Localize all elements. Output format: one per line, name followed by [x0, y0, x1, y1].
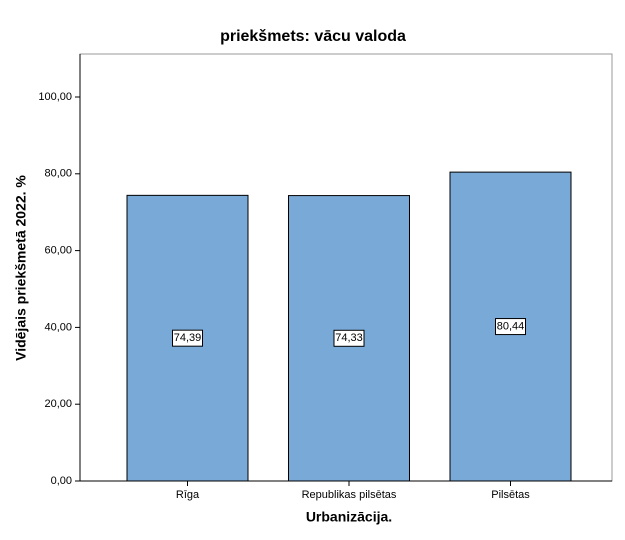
x-tick-label: Rīga: [176, 489, 200, 501]
y-tick-label: 100,00: [38, 91, 72, 103]
y-tick-label: 20,00: [44, 398, 72, 410]
x-tick-label: Pilsētas: [491, 489, 530, 501]
y-tick-label: 80,00: [44, 168, 72, 180]
value-label: 80,44: [497, 320, 525, 332]
chart-title: priekšmets: vācu valoda: [220, 28, 406, 45]
value-label: 74,33: [335, 332, 363, 344]
x-axis-title: Urbanizācija.: [306, 509, 392, 525]
y-tick-label: 40,00: [44, 321, 72, 333]
y-tick-label: 60,00: [44, 245, 72, 257]
value-label-box: [172, 329, 203, 347]
y-tick-label: 0,00: [51, 475, 72, 487]
value-label-box: [333, 329, 365, 347]
value-label-box: [495, 318, 526, 336]
x-tick-label: Republikas pilsētas: [302, 489, 397, 501]
value-label: 74,39: [174, 332, 202, 344]
y-axis-title: Vidējais priekšmetā 2022. %: [13, 175, 29, 361]
